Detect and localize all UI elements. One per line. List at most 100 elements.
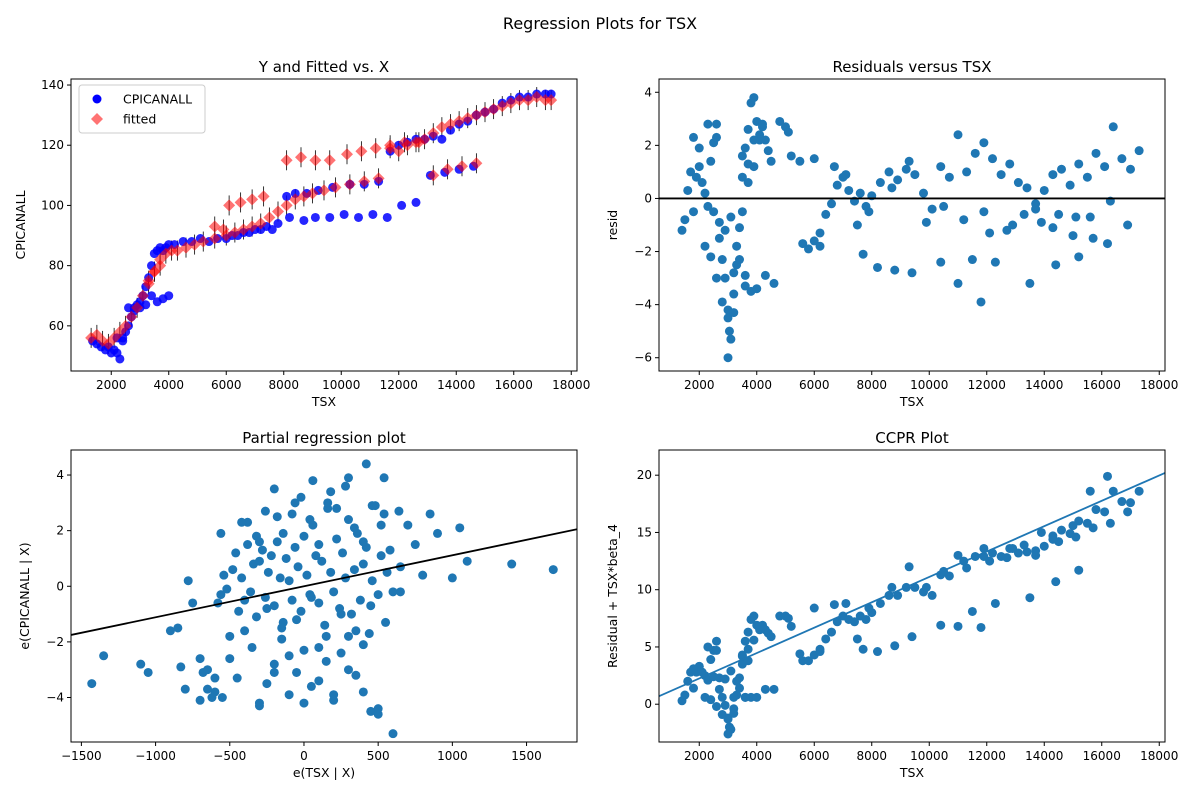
chart-2-point: [326, 487, 336, 497]
chart-0-point-fitted: [372, 172, 385, 185]
chart-2-point: [381, 617, 391, 627]
chart-3-point: [755, 621, 765, 631]
chart-2-point: [251, 612, 261, 622]
chart-3-point: [760, 684, 770, 694]
chart-0-point-fitted: [142, 274, 155, 287]
chart-1-point: [740, 143, 750, 153]
chart-2-point: [284, 576, 294, 586]
chart-1-point: [1074, 252, 1084, 262]
chart-1-point: [683, 185, 693, 195]
chart-1-point: [855, 188, 865, 198]
chart-1-point: [706, 252, 716, 262]
chart-3-xtick-label: 18000: [1140, 749, 1178, 763]
chart-0-point-fitted: [125, 310, 138, 323]
chart-0-point-observed: [382, 212, 392, 222]
chart-1-point: [758, 119, 767, 129]
chart-1-point: [1091, 148, 1101, 158]
chart-3-point: [1022, 547, 1032, 557]
chart-0-point-fitted: [427, 127, 440, 140]
chart-2-point: [272, 512, 282, 522]
chart-1-point: [726, 212, 736, 222]
chart-1-point: [967, 255, 977, 265]
chart-3-point: [1123, 507, 1133, 517]
chart-1-point: [737, 172, 747, 182]
panel-residuals: 2000 4000 6000 8000 10000 12000 14000 16000 1800…: [605, 58, 1178, 409]
chart-1-point: [953, 130, 963, 140]
chart-1-point: [815, 228, 825, 238]
chart-1-point: [1065, 180, 1075, 190]
chart-0-point-fitted: [358, 175, 371, 188]
figure-suptitle: Regression Plots for TSX: [503, 14, 697, 33]
panel-y-and-fitted: 2000 4000 6000 8000 10000 12000 14000 16000 1800…: [13, 58, 590, 409]
chart-2-point: [425, 509, 435, 519]
chart-0-point-fitted: [441, 163, 454, 176]
chart-1-point: [714, 233, 724, 243]
chart-0-point-observed: [141, 300, 151, 310]
chart-2-point: [314, 642, 324, 652]
chart-2-ytick-label: −4: [46, 691, 64, 705]
chart-1-point: [1031, 204, 1041, 214]
chart-2-point: [308, 476, 318, 486]
chart-1-point: [680, 215, 690, 225]
chart-0-point-fitted: [246, 193, 259, 206]
chart-3-point: [1068, 521, 1078, 531]
chart-1-point: [752, 284, 762, 294]
chart-1-ytick-label: 2: [644, 138, 652, 152]
chart-1-point: [893, 175, 903, 185]
chart-3-point: [729, 708, 739, 718]
chart-2-xtick-label: 0: [300, 749, 308, 763]
chart-2-ytick-label: 0: [56, 579, 64, 593]
chart-3-xlabel: TSX: [899, 765, 925, 780]
chart-2-point: [203, 665, 213, 675]
chart-3-point: [769, 684, 779, 694]
chart-2-point: [225, 631, 235, 641]
chart-1-point: [1103, 239, 1112, 249]
chart-1-point: [1013, 178, 1023, 188]
chart-0-point-fitted: [254, 217, 267, 230]
chart-3-point: [1074, 565, 1084, 575]
chart-2-point: [266, 551, 276, 561]
chart-0-legend-box: [78, 84, 206, 134]
chart-3-point: [680, 690, 690, 700]
chart-2-point: [305, 515, 315, 525]
chart-0-point-fitted: [280, 154, 293, 167]
chart-0-xtick-label: 2000: [96, 378, 127, 392]
chart-1-point: [686, 167, 696, 177]
chart-3-point: [712, 645, 721, 655]
chart-2-xtick-label: −1500: [61, 749, 102, 763]
chart-1-point: [970, 148, 980, 158]
chart-2-point: [217, 693, 227, 703]
chart-2-point: [299, 645, 309, 655]
chart-3-point: [1108, 486, 1118, 496]
chart-1-point: [749, 135, 759, 145]
chart-0-point-observed: [310, 212, 320, 222]
chart-3-point: [717, 692, 727, 702]
chart-1-point: [689, 132, 698, 142]
chart-3-point: [1105, 518, 1115, 528]
chart-1-point: [694, 143, 704, 153]
chart-0-xlabel: TSX: [311, 394, 337, 409]
chart-2-point: [358, 687, 368, 697]
chart-2-point: [455, 523, 465, 533]
chart-0-ytick-label: 60: [49, 319, 64, 333]
chart-2-ylabel: e(CPICANALL | X): [17, 542, 32, 649]
chart-0-point-fitted: [309, 154, 322, 167]
chart-3-point: [743, 627, 753, 637]
chart-3-point: [962, 563, 972, 573]
chart-2-point: [269, 667, 279, 677]
chart-1-point: [890, 265, 900, 275]
chart-3-point: [815, 647, 825, 657]
chart-1-point: [1126, 164, 1135, 174]
chart-1-point: [735, 223, 744, 233]
chart-2-point: [269, 601, 279, 611]
chart-2-point: [257, 545, 267, 555]
chart-3-point: [689, 664, 698, 674]
chart-0-point-fitted: [318, 184, 330, 197]
chart-1-point: [873, 262, 882, 272]
chart-2-point: [143, 667, 153, 677]
chart-2-point: [343, 473, 353, 483]
chart-3-ytick-label: 0: [644, 697, 652, 711]
chart-1-point: [723, 353, 733, 363]
chart-1-point: [910, 170, 920, 180]
chart-1-point: [694, 162, 704, 172]
